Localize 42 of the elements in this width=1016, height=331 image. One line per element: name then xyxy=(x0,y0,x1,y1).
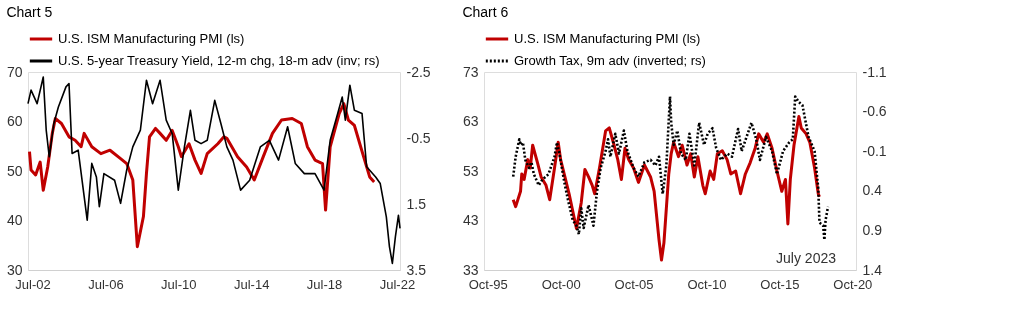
x-tick-label: Jul-22 xyxy=(379,276,416,292)
x-tick-label: Jul-10 xyxy=(161,276,197,292)
chart-title: Chart 6 xyxy=(462,4,509,20)
y2-tick-label: 0.4 xyxy=(862,182,883,199)
x-tick-label: Jul-14 xyxy=(233,276,270,292)
y2-tick-label: -0.5 xyxy=(406,129,431,146)
y2-tick-label: -0.6 xyxy=(862,103,887,120)
y2-tick-label: -2.5 xyxy=(406,63,431,80)
line-series xyxy=(511,95,830,242)
y-tick-label: 53 xyxy=(462,162,479,179)
y-tick-label: 60 xyxy=(6,113,23,129)
y-tick-label: 70 xyxy=(6,63,23,80)
y2-tick-label: 0.9 xyxy=(862,221,883,238)
x-tick-label: Oct-00 xyxy=(541,276,581,292)
x-tick-label: Jul-06 xyxy=(88,276,124,292)
y-tick-label: 43 xyxy=(462,212,479,228)
annotation: July 2023 xyxy=(776,250,837,266)
legend-label: U.S. 5-year Treasury Yield, 12-m chg, 18-m adv (inv; rs) xyxy=(58,53,380,68)
y2-tick-label: -0.1 xyxy=(862,142,887,159)
line-series xyxy=(28,102,376,249)
x-tick-label: Oct-05 xyxy=(614,276,654,292)
x-tick-label: Oct-15 xyxy=(760,276,800,292)
y-tick-label: 30 xyxy=(6,261,23,278)
x-tick-label: Oct-10 xyxy=(687,276,727,292)
x-tick-label: Jul-18 xyxy=(306,276,343,292)
y-tick-label: 50 xyxy=(6,162,23,179)
y-tick-label: 33 xyxy=(462,261,479,278)
y-tick-label: 63 xyxy=(462,113,479,129)
x-tick-label: Oct-20 xyxy=(833,276,873,292)
y-tick-label: 73 xyxy=(462,63,479,80)
legend-label: U.S. ISM Manufacturing PMI (ls) xyxy=(58,31,245,46)
y2-tick-label: 3.5 xyxy=(406,261,427,278)
y2-tick-label: 1.4 xyxy=(862,261,883,278)
chart-title: Chart 5 xyxy=(6,4,53,20)
legend-label: Growth Tax, 9m adv (inverted; rs) xyxy=(514,53,706,68)
x-tick-label: Oct-95 xyxy=(468,276,508,292)
x-tick-label: Jul-02 xyxy=(15,276,51,292)
y2-tick-label: -1.1 xyxy=(862,63,887,80)
line-series xyxy=(27,76,401,265)
y-tick-label: 40 xyxy=(6,212,23,228)
y2-tick-label: 1.5 xyxy=(406,195,427,212)
legend-label: U.S. ISM Manufacturing PMI (ls) xyxy=(514,31,701,46)
